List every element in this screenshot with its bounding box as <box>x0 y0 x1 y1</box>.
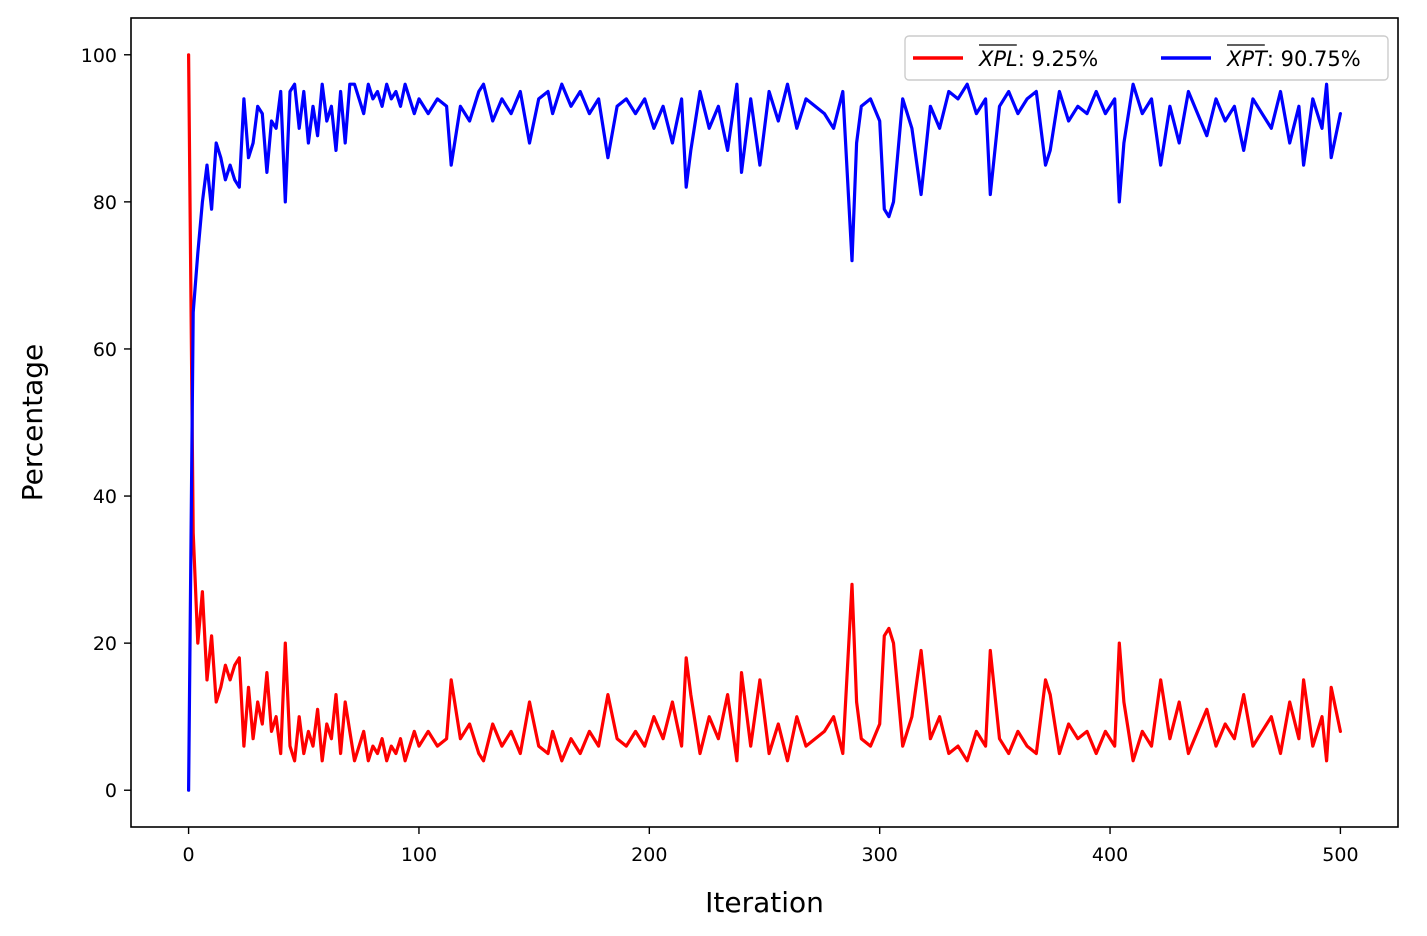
y-tick-label: 60 <box>93 339 117 361</box>
legend-label-xpt: XPT: 90.75% <box>1226 47 1361 71</box>
series-line-xpl <box>187 53 1343 763</box>
axes: 0 100 200 300 400 500 0 20 40 60 80 100 <box>81 17 1399 866</box>
legend-value: : 9.25% <box>1018 47 1098 71</box>
x-tick-label: 0 <box>183 844 195 866</box>
y-tick-label: 100 <box>81 45 117 67</box>
x-axis-label: Iteration <box>705 886 824 919</box>
legend-box <box>904 35 1389 81</box>
series-lines <box>187 53 1343 792</box>
legend-value: : 90.75% <box>1267 47 1361 71</box>
y-tick-label: 40 <box>93 486 117 508</box>
x-tick-label: 200 <box>631 844 667 866</box>
x-tick-label: 400 <box>1092 844 1128 866</box>
legend: XPL: 9.25% XPT: 90.75% <box>904 35 1389 81</box>
x-tick-label: 300 <box>862 844 898 866</box>
legend-symbol: XPT <box>1226 47 1269 71</box>
y-tick-label: 0 <box>105 780 117 802</box>
y-tick-label: 80 <box>93 192 117 214</box>
y-axis-label: Percentage <box>16 344 49 502</box>
plot-frame <box>130 17 1399 828</box>
legend-label-xpl: XPL: 9.25% <box>978 47 1098 71</box>
x-tick-label: 500 <box>1322 844 1358 866</box>
series-line-xpt <box>187 82 1343 792</box>
x-tick-label: 100 <box>401 844 437 866</box>
legend-symbol: XPL <box>978 47 1018 71</box>
y-tick-label: 20 <box>93 633 117 655</box>
